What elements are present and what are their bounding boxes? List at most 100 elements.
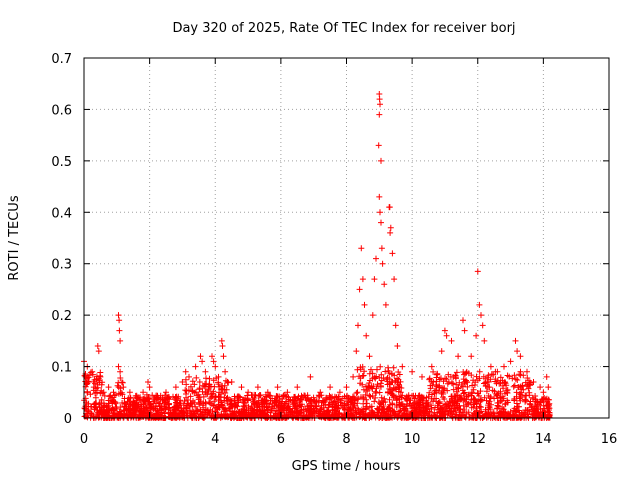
dense-point [224,398,231,405]
dense-point [382,368,389,375]
dense-point [386,370,393,376]
dense-point [206,383,213,390]
dense-point [306,397,313,404]
dense-point [215,393,222,400]
y-tick-label: 0 [64,412,72,427]
data-point [94,343,101,349]
dense-point [396,409,403,416]
dense-point [371,398,378,405]
dense-point [368,383,375,390]
data-point [375,142,382,149]
dense-point [372,394,379,401]
dense-point [539,411,546,418]
data-point [376,111,383,118]
data-point [473,332,480,339]
dense-point [456,406,463,413]
dense-point [222,390,229,396]
dense-point [87,369,94,376]
dense-point [183,402,190,409]
dense-point [352,397,359,404]
dense-point [383,376,390,383]
data-point [461,327,468,334]
data-point [363,332,370,339]
dense-point [378,394,385,401]
dense-point [470,401,477,408]
x-tick-label: 14 [535,432,552,447]
dense-point [272,397,279,404]
dense-point [245,409,252,416]
data-point [409,368,416,375]
dense-point [411,401,418,408]
dense-point [403,395,409,402]
dense-point [501,409,508,416]
data-point [117,368,124,375]
data-point [210,358,217,365]
dense-point [276,398,283,405]
dense-point [440,386,447,393]
dense-point [207,400,214,407]
dense-point [196,379,203,385]
data-point [209,353,215,360]
dense-point [367,377,373,384]
dense-point [449,413,456,420]
dense-point [109,394,116,401]
dense-point [395,376,402,383]
dense-point [509,375,516,382]
dense-point [440,378,447,385]
dense-point [316,410,323,417]
dense-point [382,399,389,405]
dense-point [468,390,475,397]
data-point [117,337,124,344]
dense-point [364,388,371,395]
dense-point [202,389,209,396]
data-point [478,312,484,319]
dense-point [205,387,212,394]
dense-point [259,403,266,410]
dense-point [215,401,222,408]
data-point [356,286,363,293]
data-point [355,322,361,329]
dense-point [210,402,217,409]
data-point [254,384,261,391]
dense-point [421,409,428,416]
dense-point [264,409,271,416]
dense-point [226,405,233,412]
dense-point [235,408,242,415]
dense-point [92,400,99,407]
data-point [378,245,385,252]
y-tick-label: 0.4 [51,206,72,221]
dense-point [124,399,131,405]
data-point [494,368,501,375]
dense-point [162,399,169,406]
dense-point [511,382,518,389]
dense-point [520,372,527,379]
data-point [389,250,396,257]
data-point [274,384,281,391]
dense-point [106,413,113,420]
dense-point [348,399,355,405]
data-point [359,276,366,283]
data-point [524,368,530,375]
dense-point [117,404,124,411]
dense-point [392,393,399,400]
dense-point [526,381,533,388]
dense-point [361,411,368,418]
dense-point [389,391,395,398]
dense-point [524,407,531,414]
dense-point [84,389,91,396]
dense-point [274,411,281,418]
dense-point [464,401,471,408]
y-tick-label: 0.6 [51,103,72,118]
dense-point [359,381,366,388]
dense-point [347,405,353,412]
dense-point [422,410,429,417]
dense-point [473,373,480,380]
dense-point [389,400,396,407]
dense-point [511,372,518,379]
x-tick-label: 8 [342,432,350,447]
x-tick-label: 4 [211,432,219,447]
dense-point [175,404,182,411]
dense-point [96,379,103,386]
dense-point [241,411,248,418]
dense-point [465,393,472,400]
